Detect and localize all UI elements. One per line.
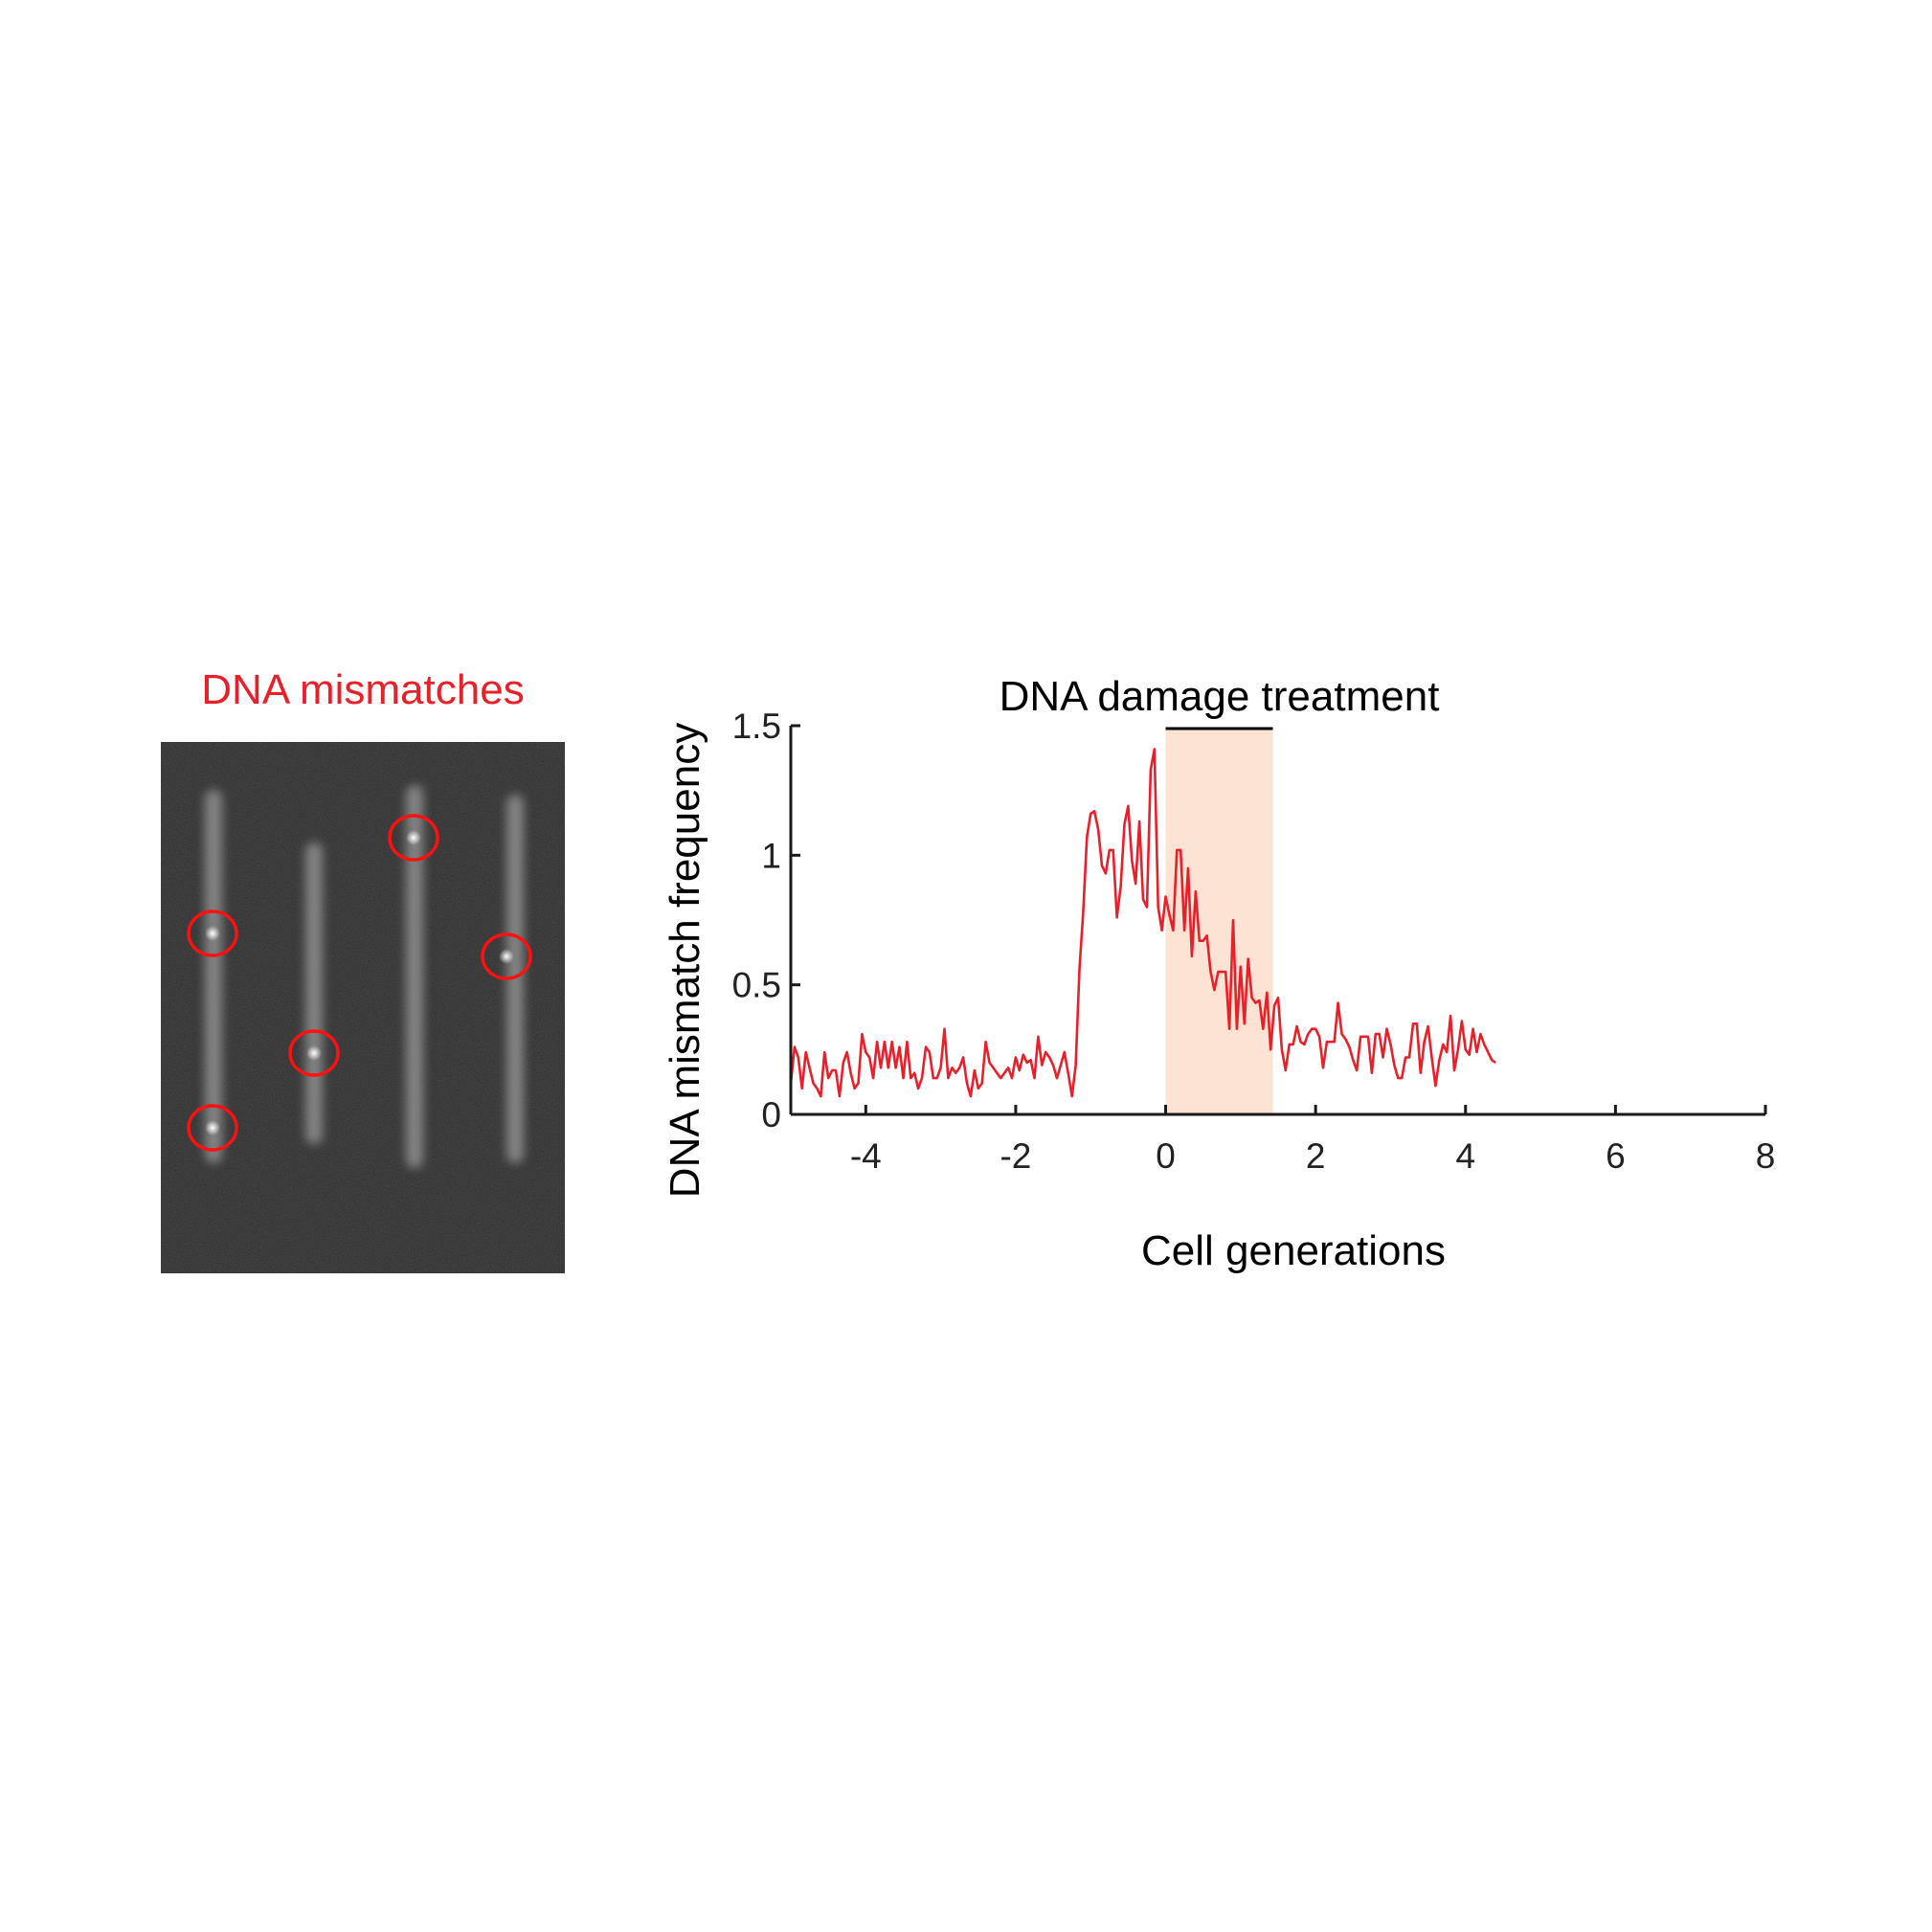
cell-filament xyxy=(406,785,423,1168)
mismatch-focus-spot xyxy=(406,830,421,845)
image-panel-title: DNA mismatches xyxy=(201,666,525,713)
mismatch-focus-spot xyxy=(205,1120,220,1135)
cell-filament xyxy=(506,795,524,1163)
mismatch-circle-marker xyxy=(187,910,238,957)
treatment-window-shading xyxy=(1165,729,1273,1114)
mismatch-focus-spot xyxy=(205,926,220,941)
x-tick-label: 6 xyxy=(1606,1136,1626,1176)
mismatch-focus-spot xyxy=(499,949,514,964)
mismatch-circle-marker xyxy=(388,814,439,862)
data-series-line xyxy=(789,748,1496,1098)
x-tick-label: 2 xyxy=(1306,1136,1326,1176)
y-tick-label: 1 xyxy=(761,836,781,875)
axes: -4 -2 0 2 4 6 8 0 0.5 1 1.5 xyxy=(732,707,1776,1176)
x-tick-label: -4 xyxy=(850,1136,882,1176)
x-tick-label: 8 xyxy=(1756,1136,1776,1176)
x-tick-label: 0 xyxy=(1156,1136,1176,1176)
mismatch-circle-marker xyxy=(288,1029,340,1077)
microscope-image-canvas xyxy=(161,742,565,1273)
mismatch-focus-spot xyxy=(306,1045,322,1061)
y-tick-label: 0.5 xyxy=(732,966,781,1005)
y-tick-label: 1.5 xyxy=(732,707,781,746)
mismatch-circle-marker xyxy=(481,932,532,980)
cell-filament xyxy=(205,790,222,1163)
chart-title: DNA damage treatment xyxy=(1000,673,1440,720)
y-axis-title: DNA mismatch frequency xyxy=(662,723,708,1198)
x-axis-title: Cell generations xyxy=(1141,1227,1446,1274)
mismatch-circle-marker xyxy=(187,1104,238,1152)
cell-filament xyxy=(305,842,323,1144)
y-tick-label: 0 xyxy=(761,1095,781,1134)
x-tick-label: -2 xyxy=(1000,1136,1031,1176)
microscope-image xyxy=(161,742,565,1273)
x-tick-label: 4 xyxy=(1455,1136,1475,1176)
